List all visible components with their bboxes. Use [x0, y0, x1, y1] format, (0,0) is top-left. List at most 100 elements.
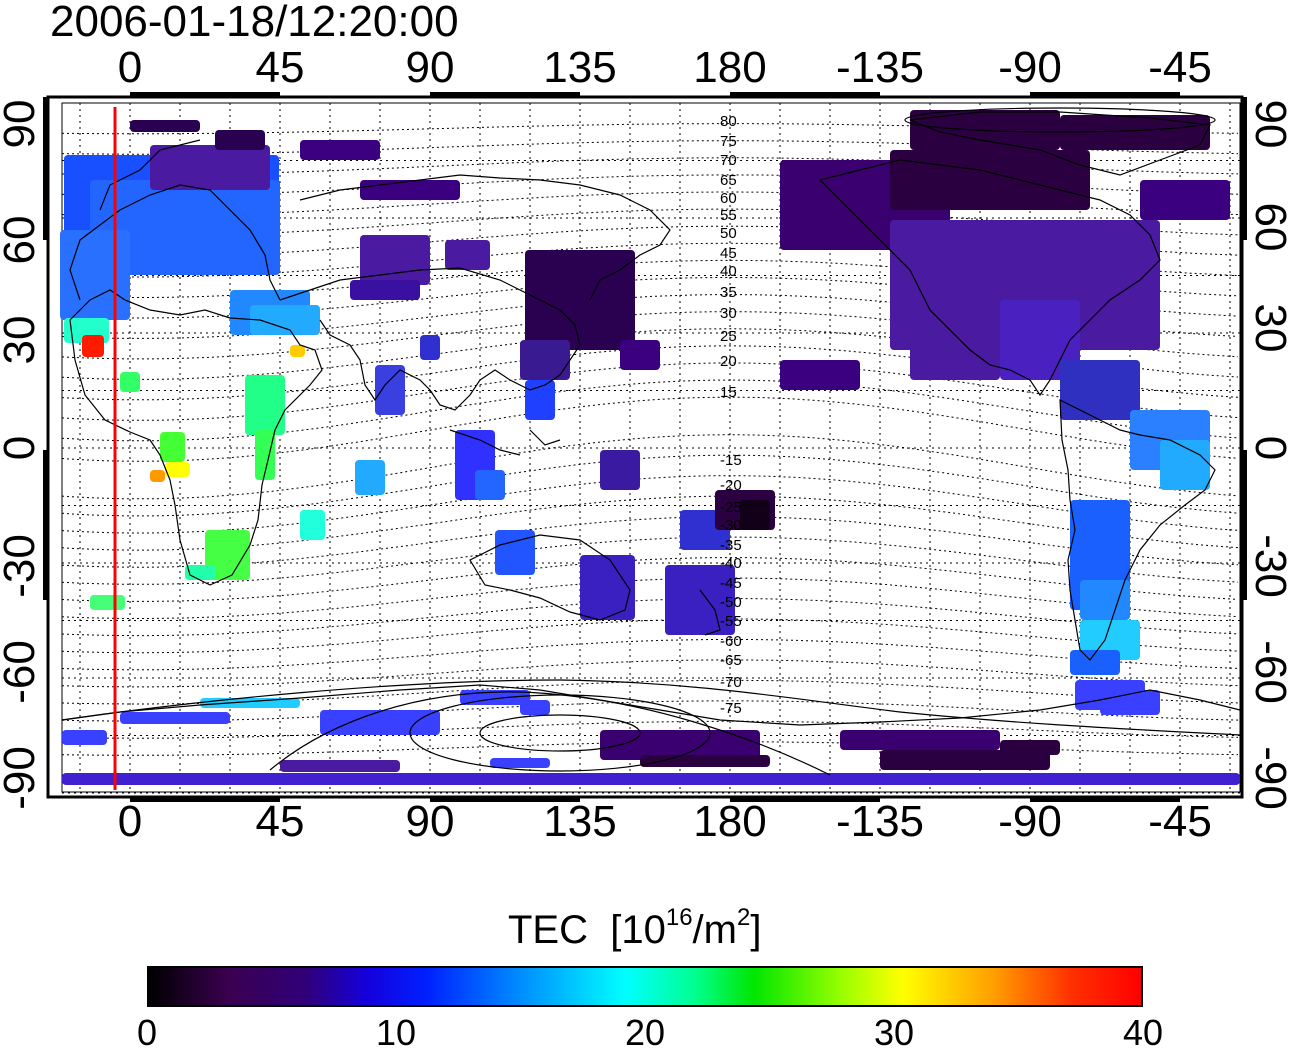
- contour-label: 40: [720, 263, 737, 280]
- tec-patch: [280, 760, 400, 772]
- tec-patch: [245, 375, 285, 435]
- tec-patch: [1100, 690, 1160, 715]
- lon-tick-bottom: 90: [405, 797, 455, 846]
- tec-patch: [300, 510, 325, 540]
- mag-contour: [61, 557, 1239, 602]
- mag-contour: [61, 311, 1239, 360]
- mag-contour: [61, 720, 1239, 739]
- tec-patch: [120, 712, 230, 724]
- mag-contour: [61, 475, 1239, 534]
- lon-tick-bottom: 135: [543, 797, 617, 846]
- lon-tick-bottom: 45: [255, 797, 305, 846]
- mag-contour: [61, 598, 1239, 637]
- tec-patch: [520, 340, 570, 380]
- tec-patch: [320, 710, 440, 735]
- tec-patch: [360, 180, 460, 200]
- lat-tick-left: -90: [0, 746, 44, 810]
- lat-tick-right: 30: [1246, 303, 1292, 353]
- contour-label: -65: [720, 652, 742, 669]
- tec-patch: [665, 565, 735, 635]
- tec-patch: [215, 130, 265, 150]
- lat-tick-left: 90: [0, 99, 44, 149]
- tec-patch: [200, 698, 300, 708]
- lat-tick-right: -90: [1246, 746, 1292, 810]
- contour-label: 45: [720, 245, 737, 262]
- tec-patch: [600, 730, 760, 760]
- tec-patch: [890, 150, 1090, 210]
- frame-ticks: [43, 92, 1247, 802]
- tec-patch: [355, 460, 385, 495]
- contour-label: -25: [720, 499, 742, 516]
- tec-patch: [255, 430, 275, 480]
- contour-label: -40: [720, 555, 742, 572]
- mag-contour: [61, 700, 1239, 722]
- tec-patch: [375, 365, 405, 415]
- contour-label: -35: [720, 537, 742, 554]
- colorbar-tick: 30: [873, 1012, 915, 1053]
- tec-patch: [1060, 360, 1140, 420]
- contour-label: -30: [720, 517, 742, 534]
- contour-label: 75: [720, 133, 737, 150]
- lon-tick-bottom: 0: [117, 797, 143, 846]
- tec-patch: [130, 120, 200, 132]
- tec-patch: [290, 345, 305, 357]
- colorbar-label: TEC: [508, 908, 588, 952]
- lat-tick-left: -60: [0, 640, 44, 704]
- mag-contour: [61, 516, 1239, 568]
- tec-patch: [445, 240, 490, 270]
- contour-label: 35: [720, 284, 737, 301]
- contour-label: 25: [720, 328, 737, 345]
- tec-patch: [580, 555, 635, 620]
- mag-contour: [61, 328, 1239, 380]
- lat-tick-right: -60: [1246, 640, 1292, 704]
- lon-tick-top: -135: [835, 43, 925, 92]
- tec-patch: [1160, 440, 1210, 490]
- tec-patch: [910, 330, 1000, 380]
- tec-patch: [90, 595, 125, 610]
- lon-tick-top: -45: [1148, 43, 1212, 92]
- tec-patch: [525, 380, 555, 420]
- lat-tick-right: 90: [1246, 99, 1292, 149]
- tec-patch: [1070, 650, 1120, 675]
- mag-contour: [61, 618, 1239, 654]
- tec-patch: [840, 730, 1000, 750]
- mag-contour: [61, 638, 1239, 671]
- lat-tick-left: 0: [0, 418, 44, 478]
- tec-patch: [475, 470, 505, 500]
- tec-patch: [350, 280, 420, 300]
- colorbar-tick: 10: [375, 1012, 417, 1053]
- tec-patch: [520, 700, 550, 715]
- lat-tick-right: 60: [1246, 202, 1292, 252]
- tec-patch: [250, 305, 320, 335]
- contour-label: -50: [720, 594, 742, 611]
- lon-tick-bottom: -90: [998, 797, 1062, 846]
- lat-tick-left: 30: [0, 315, 44, 365]
- contour-label: 65: [720, 172, 737, 189]
- tec-patch: [60, 230, 130, 320]
- tec-patch: [780, 360, 860, 390]
- contour-label: 20: [720, 353, 737, 370]
- tec-patch: [1000, 740, 1060, 755]
- tec-patch: [1140, 180, 1230, 220]
- contour-label: 50: [720, 225, 737, 242]
- tec-patch: [360, 235, 430, 285]
- lon-tick-top: 90: [405, 43, 455, 92]
- tec-patch: [1060, 115, 1210, 150]
- contour-label: 55: [720, 207, 737, 224]
- lat-tick-right: 0: [1246, 435, 1292, 461]
- contour-label: 60: [720, 190, 737, 207]
- mag-contour: [61, 659, 1239, 688]
- tec-patch: [90, 180, 280, 275]
- lat-tick-right: -30: [1246, 534, 1292, 598]
- tec-patch: [62, 730, 107, 745]
- colorbar-title: TEC [1016/m2]: [508, 904, 762, 953]
- lat-tick-left: 60: [0, 215, 44, 265]
- contour-label: -55: [720, 613, 742, 630]
- lon-tick-top: 0: [117, 43, 143, 92]
- mag-contour: [61, 434, 1239, 500]
- mag-contour: [61, 454, 1239, 517]
- lon-tick-bottom: -135: [835, 797, 925, 846]
- tec-patch: [150, 145, 270, 190]
- tec-patch: [420, 335, 440, 360]
